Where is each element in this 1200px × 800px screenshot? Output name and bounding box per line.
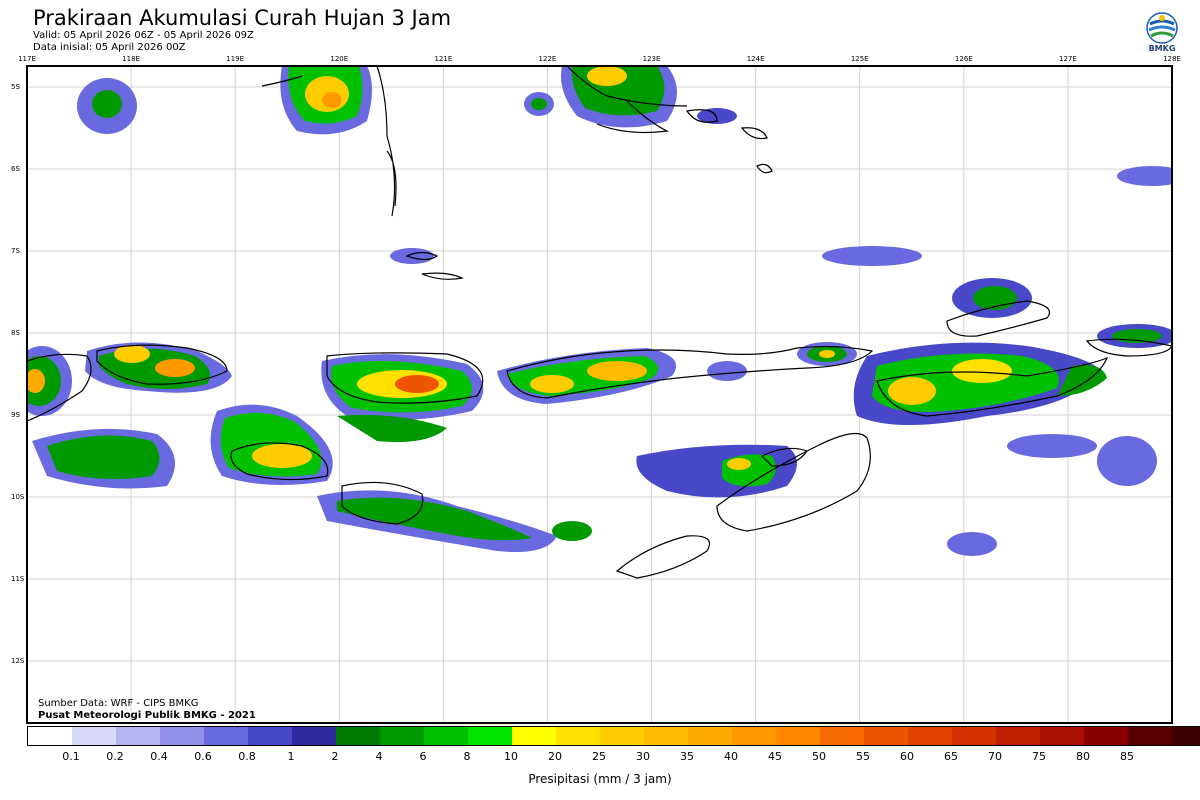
colorbar-tick-label: 70 <box>988 750 1002 763</box>
colorbar-swatch <box>512 727 556 745</box>
colorbar-tick-label: 2 <box>331 750 339 763</box>
longitude-label: 119E <box>226 55 245 63</box>
longitude-label: 123E <box>642 55 661 63</box>
colorbar-tick-label: 30 <box>636 750 650 763</box>
colorbar-swatch <box>28 727 72 745</box>
rain-cluster-northeast <box>707 166 1172 556</box>
logo-label: BMKG <box>1148 44 1176 53</box>
colorbar-swatch <box>72 727 116 745</box>
latitude-label: 8S <box>11 329 20 337</box>
colorbar-tick-label: 50 <box>812 750 826 763</box>
rain-cluster-flores-east <box>797 342 857 366</box>
latitude-label: 5S <box>11 83 20 91</box>
colorbar-swatch <box>424 727 468 745</box>
colorbar-tick-label: 85 <box>1120 750 1134 763</box>
colorbar-swatch <box>688 727 732 745</box>
longitude-label: 128E <box>1163 55 1181 63</box>
colorbar-swatch <box>160 727 204 745</box>
colorbar-swatch <box>864 727 908 745</box>
colorbar-swatch <box>1128 727 1172 745</box>
latitude-label: 11S <box>11 575 25 583</box>
colorbar-swatch <box>116 727 160 745</box>
colorbar-caption: Presipitasi (mm / 3 jam) <box>528 772 672 786</box>
colorbar-tick-label: 1 <box>287 750 295 763</box>
colorbar-tick-label: 4 <box>375 750 383 763</box>
colorbar-tick-label: 6 <box>419 750 427 763</box>
colorbar-tick-label: 65 <box>944 750 958 763</box>
colorbar-tick-label: 40 <box>724 750 738 763</box>
colorbar-swatch <box>776 727 820 745</box>
colorbar-tick-label: 60 <box>900 750 914 763</box>
map-frame <box>26 65 1173 724</box>
colorbar-tick-label: 0.8 <box>238 750 256 763</box>
colorbar-tick-label: 0.6 <box>194 750 212 763</box>
longitude-label: 117E <box>18 55 36 63</box>
colorbar-tick-label: 80 <box>1076 750 1090 763</box>
precipitation-map <box>26 65 1173 724</box>
colorbar-swatch <box>292 727 336 745</box>
colorbar-tick-label: 0.4 <box>150 750 168 763</box>
longitude-label: 124E <box>746 55 765 63</box>
rain-cluster-sumba <box>32 404 592 552</box>
rain-cluster-west-edge <box>27 346 72 416</box>
valid-time: Valid: 05 April 2026 06Z - 05 April 2026… <box>33 30 254 41</box>
longitude-label: 122E <box>538 55 557 63</box>
colorbar-swatch <box>732 727 776 745</box>
longitude-label: 127E <box>1059 55 1077 63</box>
coastlines <box>26 65 1173 579</box>
bmkg-logo-icon <box>1146 12 1178 44</box>
latitude-label: 6S <box>11 165 20 173</box>
colorbar-tick-label: 75 <box>1032 750 1046 763</box>
colorbar-swatch <box>644 727 688 745</box>
colorbar-tick-label: 45 <box>768 750 782 763</box>
rain-cluster-timor <box>636 444 797 498</box>
source-line-2: Pusat Meteorologi Publik BMKG - 2021 <box>38 710 256 721</box>
colorbar-swatch <box>908 727 952 745</box>
rain-cluster-sulawesi-south <box>77 66 737 264</box>
colorbar-tick-label: 0.2 <box>106 750 124 763</box>
rain-field <box>27 66 1172 556</box>
longitude-label: 126E <box>954 55 973 63</box>
colorbar-swatch <box>1084 727 1128 745</box>
colorbar-tick-label: 25 <box>592 750 606 763</box>
map-title: Prakiraan Akumulasi Curah Hujan 3 Jam <box>33 6 452 30</box>
colorbar-swatch <box>248 727 292 745</box>
colorbar-swatch <box>380 727 424 745</box>
colorbar-tick-label: 20 <box>548 750 562 763</box>
colorbar-swatch <box>204 727 248 745</box>
colorbar-tick-label: 55 <box>856 750 870 763</box>
colorbar-swatch <box>1172 727 1200 745</box>
colorbar-swatch <box>468 727 512 745</box>
rain-cluster-sumbawa-east <box>321 354 484 443</box>
latitude-label: 7S <box>11 247 20 255</box>
colorbar-swatch <box>996 727 1040 745</box>
latitude-label: 9S <box>11 411 20 419</box>
colorbar-swatch <box>556 727 600 745</box>
longitude-label: 121E <box>434 55 453 63</box>
colorbar-swatch <box>820 727 864 745</box>
latitude-label: 12S <box>11 657 25 665</box>
colorbar-tick-label: 35 <box>680 750 694 763</box>
colorbar-swatch <box>1040 727 1084 745</box>
colorbar-tick-label: 0.1 <box>62 750 80 763</box>
colorbar-tick-label: 10 <box>504 750 518 763</box>
source-line-1: Sumber Data: WRF - CIPS BMKG <box>38 698 199 709</box>
latitude-label: 10S <box>11 493 25 501</box>
colorbar <box>27 726 1200 746</box>
colorbar-tick-label: 8 <box>463 750 471 763</box>
longitude-label: 120E <box>330 55 349 63</box>
rain-cluster-alor-wetar <box>853 342 1107 425</box>
colorbar-swatch <box>952 727 996 745</box>
colorbar-swatch <box>336 727 380 745</box>
colorbar-swatch <box>600 727 644 745</box>
longitude-label: 118E <box>122 55 140 63</box>
init-time: Data inisial: 05 April 2026 00Z <box>33 42 186 53</box>
longitude-label: 125E <box>850 55 869 63</box>
